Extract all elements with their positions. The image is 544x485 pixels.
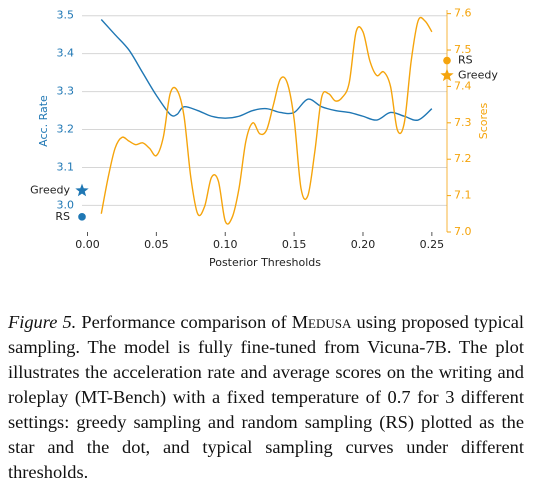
y2-tick-label: 7.5 — [454, 43, 472, 56]
y-tick-label: 3.1 — [57, 160, 75, 173]
y2-axis-label: Scores — [477, 102, 490, 139]
star-marker — [440, 68, 454, 82]
x-tick-label: 0.00 — [75, 238, 100, 251]
caption-text: using proposed typical sampling. The mod… — [8, 312, 524, 482]
marker-label: Greedy — [30, 184, 70, 197]
star-marker — [75, 183, 89, 197]
y2-tick-label: 7.1 — [454, 189, 472, 202]
y2-tick-label: 7.2 — [454, 152, 472, 165]
line-series — [100, 16, 433, 225]
line-series — [100, 19, 433, 122]
x-axis-label: Posterior Thresholds — [209, 256, 321, 269]
caption-label: Figure 5. — [8, 312, 77, 332]
marker-label: Greedy — [458, 69, 498, 82]
caption-text: Performance comparison of — [81, 312, 287, 332]
marker-label: RS — [55, 210, 70, 223]
y-tick-label: 3.0 — [57, 198, 75, 211]
x-tick-label: 0.15 — [282, 238, 307, 251]
x-tick-label: 0.10 — [213, 238, 238, 251]
y-tick-label: 3.3 — [57, 85, 75, 98]
y2-tick-label: 7.6 — [454, 7, 472, 20]
chart: Posterior Thresholds Acc. Rate Scores 3.… — [30, 7, 498, 269]
y-tick-label: 3.4 — [57, 47, 75, 60]
y2-tick-label: 7.4 — [454, 79, 472, 92]
y-axis-label: Acc. Rate — [37, 95, 50, 147]
y-tick-label: 3.2 — [57, 123, 75, 136]
x-tick-label: 0.25 — [420, 238, 445, 251]
caption: Figure 5. Performance comparison of Medu… — [8, 310, 524, 485]
x-tick-label: 0.05 — [144, 238, 169, 251]
y-tick-label: 3.5 — [57, 9, 75, 22]
y2-tick-label: 7.3 — [454, 116, 472, 129]
marker-label: RS — [458, 54, 473, 67]
dot-marker — [78, 213, 86, 221]
x-tick-label: 0.20 — [351, 238, 376, 251]
dot-marker — [443, 56, 451, 65]
caption-name: Medusa — [291, 312, 352, 332]
y2-tick-label: 7.0 — [454, 225, 472, 238]
